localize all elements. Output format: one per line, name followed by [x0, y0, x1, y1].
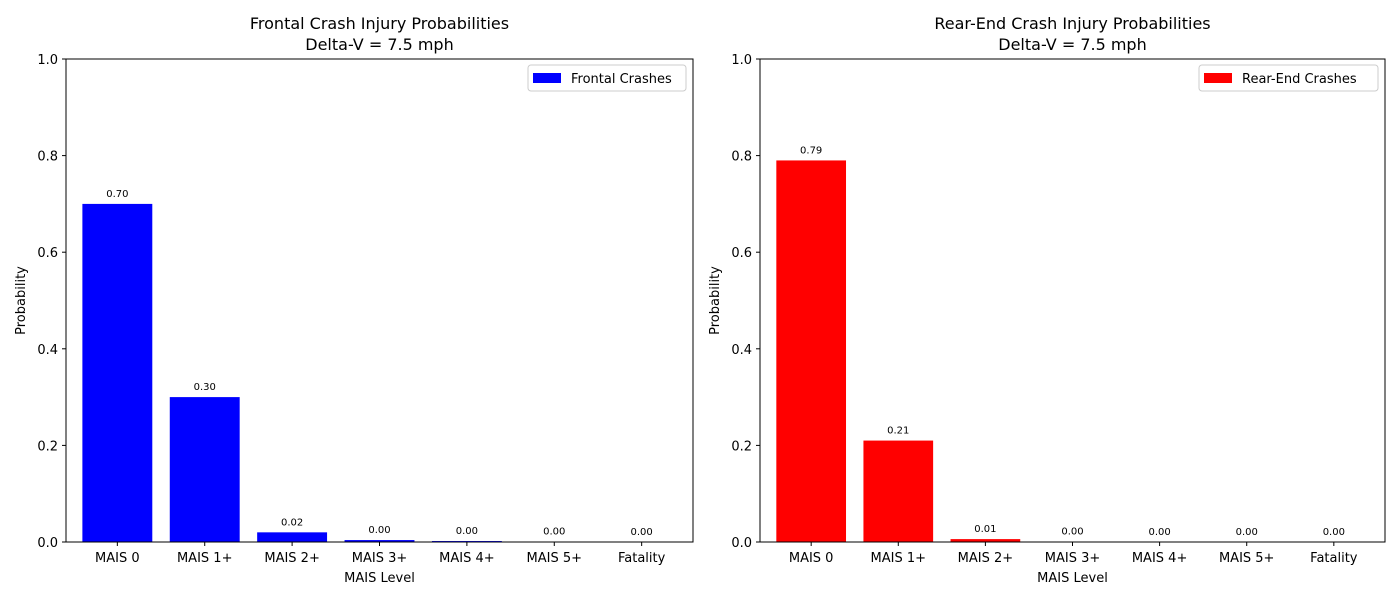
legend-box	[1198, 64, 1379, 92]
x-tick-label: MAIS 5+	[527, 551, 583, 566]
bar-value-label: 0.00	[1061, 527, 1083, 538]
x-tick-label: MAIS 1+	[177, 551, 233, 566]
chart-title: Rear-End Crash Injury Probabilities	[934, 14, 1210, 33]
bar-value-label: 0.30	[194, 382, 216, 393]
x-axis-label: MAIS Level	[344, 571, 415, 586]
x-tick-label: Fatality	[618, 551, 666, 566]
bar-value-label: 0.01	[974, 524, 996, 535]
x-tick-label: MAIS 2+	[264, 551, 320, 566]
x-tick-label: MAIS 4+	[1132, 551, 1188, 566]
bar-mais-2	[257, 532, 328, 542]
y-tick-label: 0.0	[37, 536, 58, 551]
bar-value-label: 0.00	[1323, 527, 1345, 538]
y-tick-label: 0.6	[731, 246, 752, 261]
y-tick-label: 0.0	[731, 536, 752, 551]
plot-frame	[65, 58, 694, 543]
chart-title: Frontal Crash Injury Probabilities	[250, 14, 509, 33]
y-tick-label: 0.8	[731, 150, 752, 165]
bar-value-label: 0.70	[106, 189, 128, 200]
bar-value-label: 0.79	[800, 145, 822, 156]
y-tick-label: 0.2	[37, 439, 58, 454]
x-tick-label: MAIS 3+	[352, 551, 408, 566]
x-tick-label: MAIS 0	[95, 551, 140, 566]
legend: Frontal Crashes	[527, 64, 687, 92]
y-tick-label: 1.0	[731, 53, 752, 68]
bar-value-label: 0.00	[1148, 527, 1170, 538]
bar-value-label: 0.00	[456, 526, 478, 537]
x-tick-label: MAIS 5+	[1219, 551, 1275, 566]
y-tick-label: 0.8	[37, 150, 58, 165]
chart-subtitle: Delta-V = 7.5 mph	[305, 35, 453, 54]
legend: Rear-End Crashes	[1198, 64, 1379, 92]
y-tick-label: 1.0	[37, 53, 58, 68]
bar-mais-2	[950, 539, 1021, 542]
bar-value-label: 0.02	[281, 517, 303, 528]
bar-mais-0	[776, 160, 847, 542]
legend-label: Rear-End Crashes	[1242, 72, 1357, 87]
bar-mais-1	[169, 397, 240, 542]
bar-value-label: 0.00	[543, 527, 565, 538]
legend-swatch	[1204, 73, 1232, 83]
bar-value-label: 0.00	[368, 525, 390, 536]
y-axis-label: Probability	[708, 266, 723, 335]
y-tick-label: 0.4	[731, 343, 752, 358]
x-tick-label: MAIS 0	[789, 551, 834, 566]
chart-panel-1: Frontal Crash Injury Probabilities Delta-…	[14, 14, 694, 586]
y-tick-label: 0.2	[731, 439, 752, 454]
bar-value-label: 0.00	[631, 527, 653, 538]
bar-value-label: 0.00	[1236, 527, 1258, 538]
chart-subtitle: Delta-V = 7.5 mph	[998, 35, 1146, 54]
legend-swatch	[533, 73, 561, 83]
chart-panel-2: Rear-End Crash Injury Probabilities Delta…	[708, 14, 1386, 586]
bar-mais-1	[863, 440, 934, 542]
x-tick-label: MAIS 2+	[958, 551, 1014, 566]
y-tick-label: 0.4	[37, 343, 58, 358]
x-tick-label: MAIS 4+	[439, 551, 495, 566]
bar-mais-3	[344, 540, 415, 542]
legend-label: Frontal Crashes	[571, 72, 672, 87]
legend-box	[527, 64, 687, 92]
x-tick-label: Fatality	[1310, 551, 1358, 566]
y-axis-label: Probability	[14, 266, 29, 335]
x-axis-label: MAIS Level	[1037, 571, 1108, 586]
bar-mais-0	[82, 203, 153, 542]
x-tick-label: MAIS 3+	[1045, 551, 1101, 566]
bar-value-label: 0.21	[887, 426, 909, 437]
plot-frame	[759, 58, 1386, 543]
x-tick-label: MAIS 1+	[871, 551, 927, 566]
y-tick-label: 0.6	[37, 246, 58, 261]
